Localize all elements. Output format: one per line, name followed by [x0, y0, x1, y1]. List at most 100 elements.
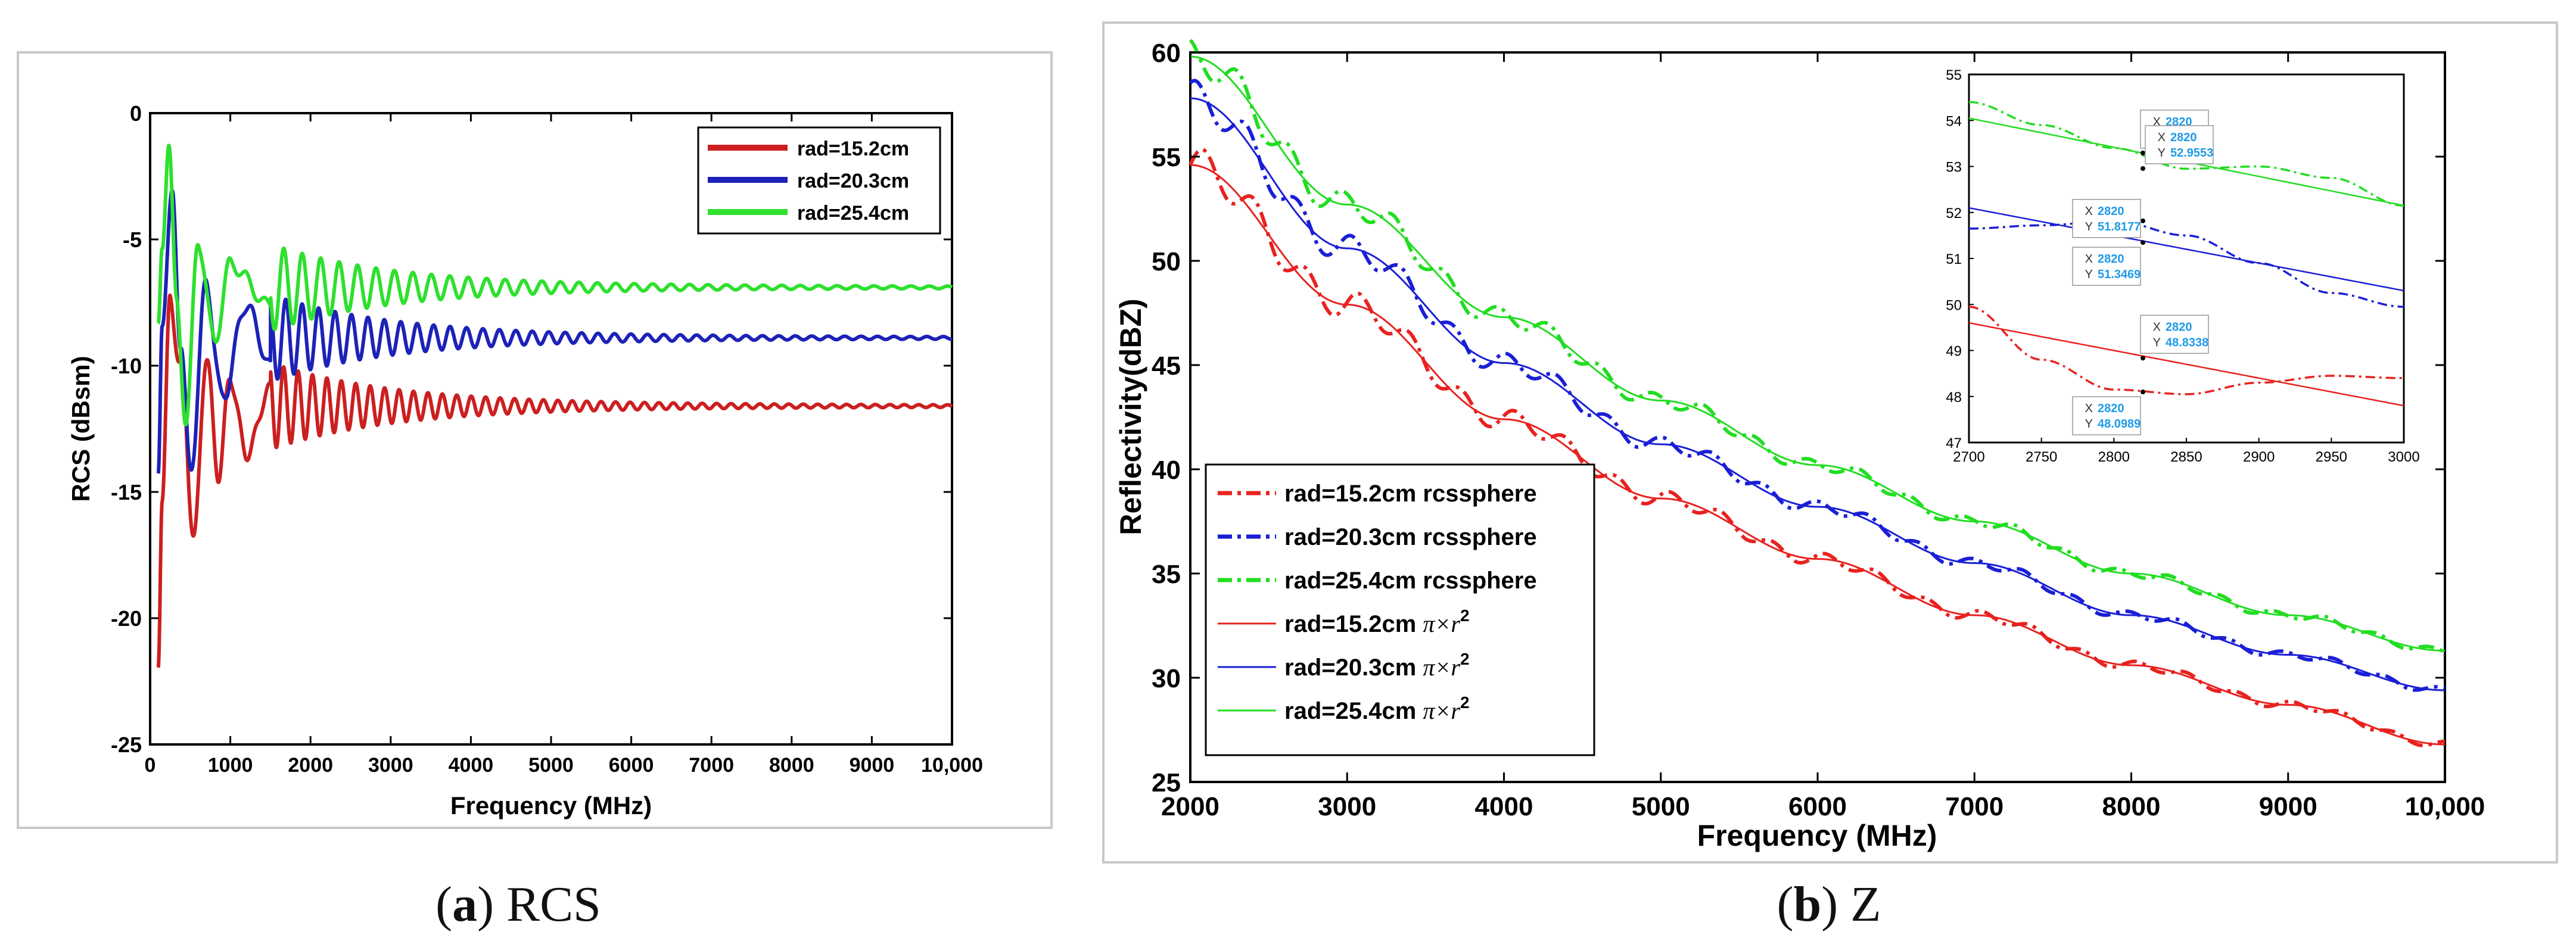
inset-datatips: X2820Y53.2936X2820Y51.8177X2820Y52.9553X…	[2072, 110, 2214, 435]
inset-datatip-x-value: 2820	[2098, 205, 2124, 218]
chart-b-legend-label-math: π×r	[1423, 654, 1460, 681]
inset-datatip-marker	[2141, 166, 2145, 171]
inset-datatip-x-label: X	[2085, 253, 2093, 266]
inset-ytick-label: 50	[1946, 297, 1962, 313]
inset-datatip-box	[2072, 247, 2141, 286]
caption-a-letter: a	[452, 877, 478, 932]
inset-xtick-label: 2850	[2170, 449, 2202, 465]
inset-series-line-5	[1968, 207, 2404, 292]
chart-b-ytick-label: 60	[1152, 39, 1181, 68]
chart-b-xtick-label: 5000	[1632, 792, 1690, 821]
chart-a-rcs: 0 1000 2000 3000 4000 5000 6000 7000 8000 9000 10,…	[67, 101, 983, 819]
inset-xtick-label: 3000	[2388, 449, 2419, 465]
chart-a-xtick-label: 5000	[528, 754, 574, 777]
chart-b-legend-label: rad=15.2cm rcssphere	[1284, 481, 1537, 507]
inset-datatip-x-label: X	[2153, 320, 2161, 334]
inset-ytick-label: 52	[1946, 205, 1962, 222]
chart-b-xtick-label: 9000	[2259, 792, 2317, 821]
inset-ytick-label: 55	[1946, 67, 1962, 83]
inset-datatip-y-label: Y	[2085, 268, 2093, 281]
inset-datatip-y-value: 51.3469	[2098, 268, 2141, 281]
caption-b-title: Z	[1850, 877, 1881, 932]
inset-datatip-y-value: 48.8338	[2166, 336, 2208, 349]
chart-a-ylabel: RCS (dBsm)	[67, 356, 95, 501]
inset-datatip-x-value: 2820	[2098, 253, 2124, 266]
inset-datatip-y-label: Y	[2158, 147, 2166, 160]
inset-datatip-x-label: X	[2085, 402, 2093, 415]
caption-b-letter: b	[1793, 877, 1822, 932]
chart-a-xtick-label: 4000	[449, 754, 494, 777]
inset-xtick-label: 2900	[2243, 449, 2275, 465]
chart-b-xtick-label: 8000	[2102, 792, 2161, 821]
chart-b-legend-label-text: rad=25.4cm	[1284, 698, 1423, 724]
chart-a-xtick-label: 0	[145, 754, 156, 777]
inset-datatip-y-label: Y	[2153, 336, 2161, 349]
inset-datatip-box	[2145, 125, 2214, 164]
chart-a-xtick-label: 6000	[609, 754, 654, 777]
chart-b-legend-label-math: π×r	[1423, 610, 1460, 637]
chart-a-legend-label: rad=15.2cm	[797, 138, 909, 160]
chart-b-legend-label: rad=25.4cm rcssphere	[1284, 568, 1537, 594]
chart-b-series-group	[1189, 39, 2446, 747]
chart-a-xtick-label: 10,000	[921, 754, 983, 777]
chart-a-series-group	[156, 144, 954, 668]
chart-b-legend-label-text: rad=20.3cm	[1284, 655, 1423, 681]
chart-b-xlabel: Frequency (MHz)	[1697, 819, 1937, 852]
inset-ticks: 2700 2750 2800 2850 2900 2950 3000 47 48 49 50 51 52…	[1946, 67, 2419, 465]
chart-a-xtick-label: 2000	[288, 754, 333, 777]
chart-b-ytick-label: 25	[1152, 768, 1181, 797]
chart-b-series-line-5	[1190, 97, 2445, 691]
chart-a-ytick-label: -10	[111, 354, 142, 378]
inset-datatip-y-value: 52.9553	[2170, 147, 2213, 160]
caption-a: (a) RCS	[435, 877, 601, 932]
chart-b-ticks: 2000 3000 4000 5000 6000 7000 8000 9000 10,00025…	[1152, 39, 2485, 821]
chart-a-ytick-label: -25	[111, 733, 142, 757]
chart-a-xtick-label: 8000	[769, 754, 814, 777]
chart-b-ytick-label: 50	[1152, 247, 1181, 276]
inset-series-group	[1968, 101, 2404, 407]
inset-series-line-4	[1968, 322, 2404, 407]
inset-xtick-label: 2700	[1953, 449, 1984, 465]
chart-a-xlabel: Frequency (MHz)	[450, 791, 652, 819]
chart-b-legend-label: rad=15.2cm π×r2	[1284, 606, 1470, 637]
chart-b-legend-label-text: rad=20.3cm rcssphere	[1284, 524, 1537, 550]
chart-b-legend-label-text: rad=15.2cm	[1284, 611, 1423, 637]
chart-b-series-line-4	[1190, 164, 2445, 746]
inset-ytick-label: 48	[1946, 389, 1962, 406]
inset-datatip-x-value: 2820	[2170, 131, 2197, 144]
inset-xtick-label: 2800	[2098, 449, 2130, 465]
inset-series-line-1	[1968, 306, 2404, 395]
chart-a-legend-label: rad=25.4cm	[797, 202, 909, 225]
chart-a-ytick-label: -15	[111, 480, 142, 504]
inset-datatip-box	[2140, 314, 2209, 354]
chart-b-xtick-label: 6000	[1788, 792, 1847, 821]
chart-b-reflectivity: 2000 3000 4000 5000 6000 7000 8000 9000 10,00025…	[1114, 39, 2485, 852]
inset-datatip-marker	[2141, 240, 2145, 245]
inset-ytick-label: 47	[1946, 435, 1962, 451]
chart-b-xtick-label: 7000	[1945, 792, 2003, 821]
inset-xtick-label: 2950	[2316, 449, 2347, 465]
inset-datatip-x-value: 2820	[2166, 320, 2192, 334]
chart-b-legend-box	[1205, 463, 1595, 756]
chart-b-ytick-label: 45	[1152, 351, 1181, 381]
chart-b-legend-label-sup: 2	[1460, 650, 1470, 668]
chart-b-legend-label-sup: 2	[1460, 606, 1470, 625]
chart-a-legend-label: rad=20.3cm	[797, 170, 909, 192]
chart-b-xtick-label: 2000	[1161, 792, 1219, 821]
chart-a-ytick-label: -5	[123, 228, 142, 252]
chart-a-ticks: 0 1000 2000 3000 4000 5000 6000 7000 8000 9000 10,…	[111, 101, 983, 777]
inset-datatip-x-label: X	[2085, 205, 2093, 218]
chart-b-ytick-label: 30	[1152, 664, 1181, 693]
chart-a-series-line-2	[156, 188, 954, 474]
chart-a-ytick-label: -20	[111, 606, 142, 631]
chart-b-legend-label-math: π×r	[1423, 697, 1460, 724]
chart-b-legend: rad=15.2cm rcssphere rad=20.3cm rcssphere…	[1205, 463, 1595, 756]
chart-b-series-line-2	[1189, 79, 2446, 692]
chart-b-ylabel: Reflectivity(dBZ)	[1114, 298, 1147, 535]
inset-ytick-label: 54	[1946, 113, 1962, 129]
inset-datatip-marker	[2141, 356, 2145, 361]
inset-datatip-x-label: X	[2158, 131, 2166, 144]
inset-datatip-y-label: Y	[2085, 417, 2093, 431]
chart-b-xtick-label: 4000	[1475, 792, 1533, 821]
